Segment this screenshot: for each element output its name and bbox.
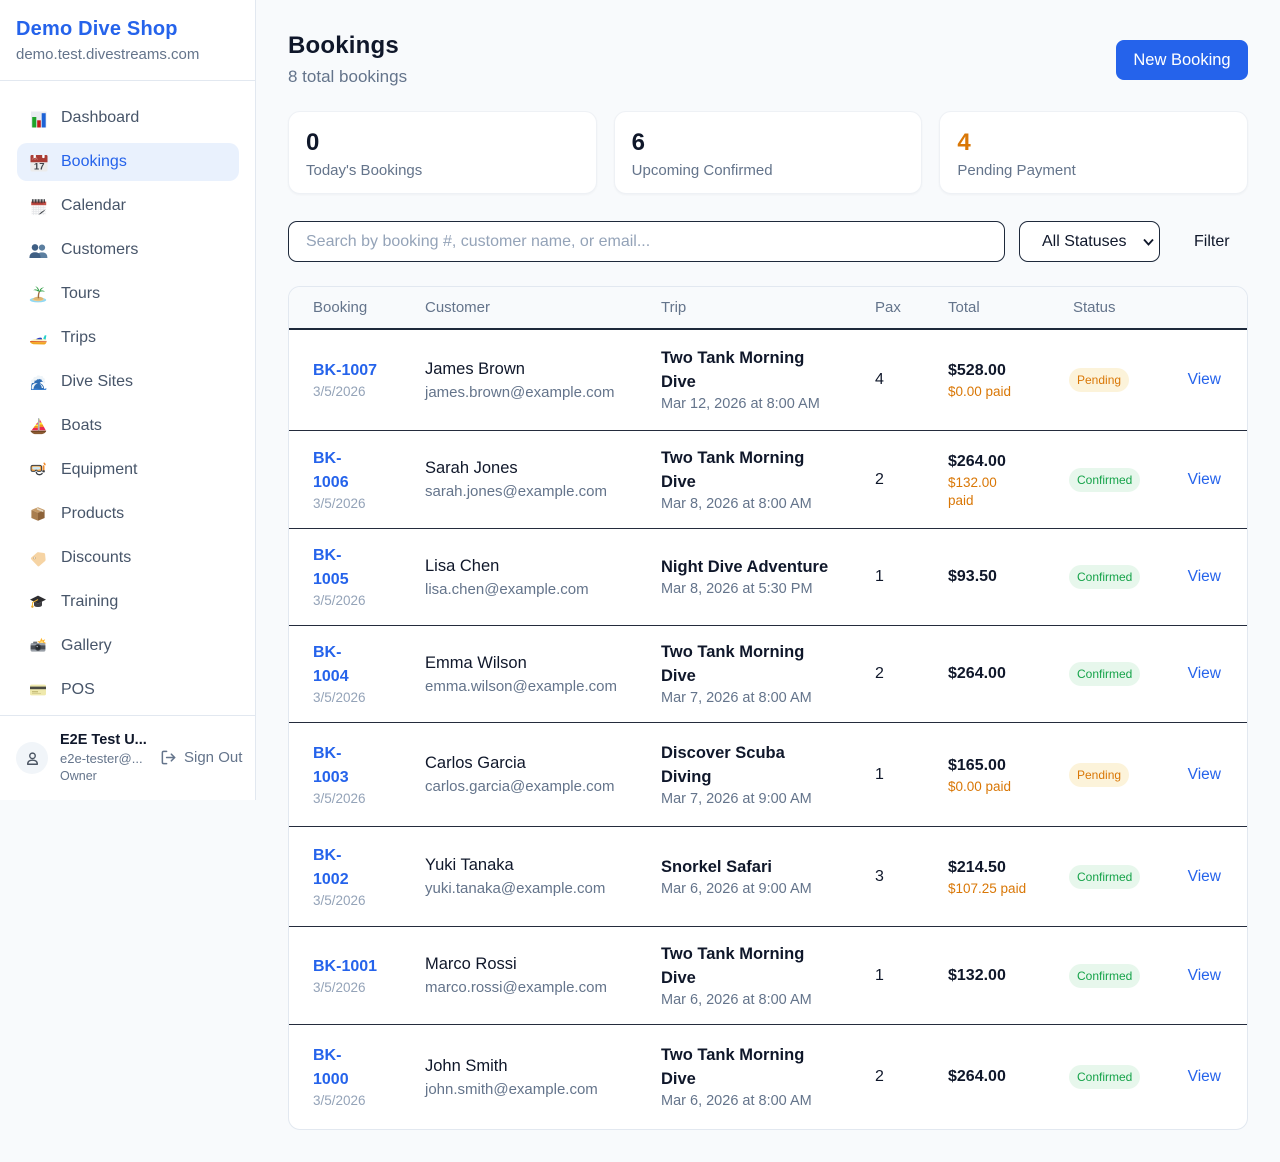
svg-text:17: 17 — [34, 161, 45, 172]
